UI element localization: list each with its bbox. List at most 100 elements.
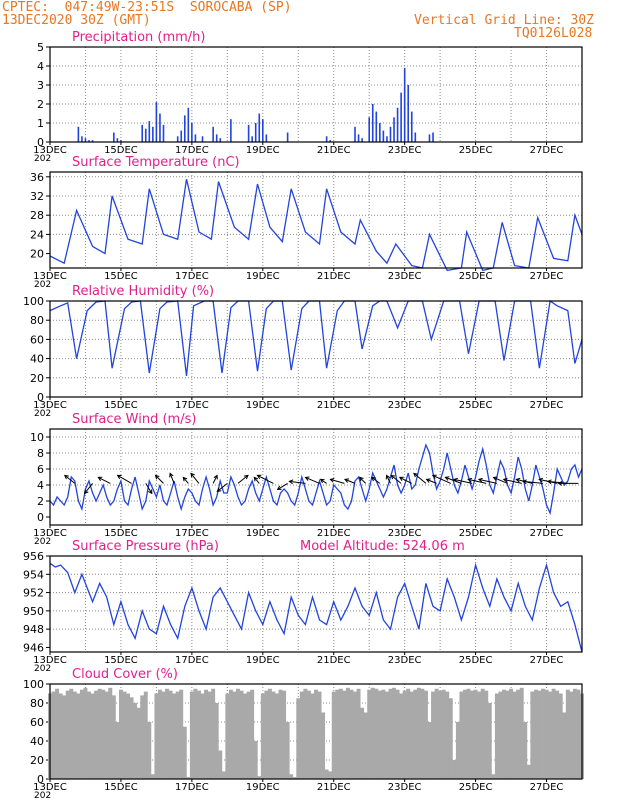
precip-bar: [187, 107, 190, 142]
cloud-bar: [228, 689, 233, 779]
temp-xtick-label: 19DEC: [246, 271, 280, 282]
cloud-bar: [140, 695, 145, 779]
cloud-bar: [83, 687, 88, 779]
temp-ytick-label: 24: [30, 228, 44, 241]
wind-vector-head: [256, 474, 262, 479]
precip-xtick-label: 27DEC: [530, 145, 564, 156]
wind-vector-head: [546, 479, 552, 485]
cloud-bar: [196, 690, 201, 779]
wind-vector-head: [182, 476, 188, 482]
cloud-frame: [49, 683, 583, 780]
cloud-bar: [441, 689, 446, 779]
precip-bar: [357, 134, 360, 142]
cloud-bar: [427, 722, 432, 779]
wind-vector-head: [425, 478, 431, 483]
cloud-bar: [186, 777, 191, 779]
cloud-bar: [94, 690, 99, 779]
rh-title: Relative Humidity (%): [72, 284, 214, 299]
cloud-bar: [544, 689, 549, 779]
pressure-series-line: [49, 562, 583, 653]
cloud-bar: [353, 691, 357, 779]
temp-xtick-label: 21DEC: [317, 271, 351, 282]
cloud-bar: [79, 689, 84, 779]
cloud-bar: [136, 707, 141, 779]
cloud-bar: [218, 750, 223, 779]
wind-vector: [445, 476, 462, 484]
pressure-ytick-label: 948: [23, 623, 44, 636]
wind-vector-head: [243, 474, 249, 480]
wind-vector-head: [216, 487, 222, 493]
wind-vector: [237, 475, 249, 484]
wind-vector: [289, 480, 306, 484]
wind-ytick-label: 8: [37, 447, 44, 460]
cloud-bar: [470, 690, 475, 779]
wind-vector: [371, 476, 381, 484]
cloud-bar: [484, 690, 489, 779]
cloud-bar: [523, 722, 528, 779]
precip-bar: [262, 119, 264, 142]
wind-vector-head: [431, 474, 437, 479]
cloud-bar: [494, 693, 499, 779]
precip-bar: [379, 123, 381, 142]
precip-bar: [88, 140, 90, 142]
wind-xtick-label: 17DEC: [175, 528, 209, 539]
cloud-bar: [452, 760, 457, 779]
cloud-bar: [541, 688, 545, 779]
wind-vector: [399, 476, 412, 484]
wind-ytick-label: 2: [37, 495, 44, 508]
pressure-xtick-label: 13DEC: [33, 655, 67, 666]
cloud-xtick-label: 13DEC: [33, 782, 67, 793]
precip-ytick-label: 2: [37, 98, 44, 111]
wind-vector-head: [116, 474, 122, 480]
cloud-xtick-label: 17DEC: [175, 782, 209, 793]
cloud-bar: [69, 688, 74, 779]
wind-vector-head: [319, 478, 325, 484]
precip-bar: [159, 113, 161, 142]
precip-bar: [382, 130, 385, 142]
wind-vector-head: [557, 481, 563, 486]
wind-vector-head: [398, 476, 404, 481]
precip-bar: [194, 134, 197, 142]
temp-title: Surface Temperature (nC): [72, 155, 240, 170]
wind-vector: [117, 474, 132, 484]
precip-bar: [91, 140, 94, 142]
cloud-bar: [551, 688, 556, 779]
wind-vector-head: [467, 477, 473, 483]
precip-frame: [49, 46, 583, 143]
precip-bar: [144, 128, 147, 142]
cloud-bar: [65, 690, 70, 779]
cloud-bar: [299, 691, 304, 779]
temp-ytick-label: 32: [30, 190, 44, 203]
wind-year-stub: 202: [34, 537, 51, 547]
cloud-bar: [133, 703, 138, 779]
rh-xtick-label: 25DEC: [459, 400, 493, 411]
cloud-bar: [416, 687, 421, 779]
cloud-xtick-label: 15DEC: [104, 782, 138, 793]
cloud-bar: [420, 688, 425, 779]
wind-vector-head: [390, 474, 396, 480]
temp-frame: [49, 171, 583, 269]
cloud-bar: [526, 764, 531, 779]
cloud-bar: [395, 689, 400, 779]
cloud-bar: [90, 693, 95, 779]
cloud-bar: [317, 691, 322, 779]
cloud-bar: [480, 688, 485, 779]
wind-vector: [468, 478, 487, 484]
cloud-bar: [509, 688, 514, 779]
precip-bar: [251, 136, 253, 142]
cloud-xtick-label: 27DEC: [530, 782, 564, 793]
cloud-bar: [211, 688, 216, 779]
precip-bar: [403, 67, 406, 142]
wind-panel: 0 2 4 6 8 10 Surface Wind (m/s) 13DEC 15DEC 17DEC…: [30, 412, 583, 547]
precip-ytick-label: 0: [37, 136, 44, 149]
wind-vector-head: [538, 477, 544, 483]
precip-bar: [180, 130, 183, 142]
temp-xtick-label: 17DEC: [175, 271, 209, 282]
wind-vector-head: [413, 472, 418, 478]
wind-vector: [257, 474, 274, 484]
temp-series-line: [49, 179, 583, 272]
wind-vector: [493, 476, 508, 484]
pressure-xtick-label: 19DEC: [246, 655, 280, 666]
cloud-bar: [115, 722, 120, 779]
cloud-xtick-label: 23DEC: [388, 782, 422, 793]
